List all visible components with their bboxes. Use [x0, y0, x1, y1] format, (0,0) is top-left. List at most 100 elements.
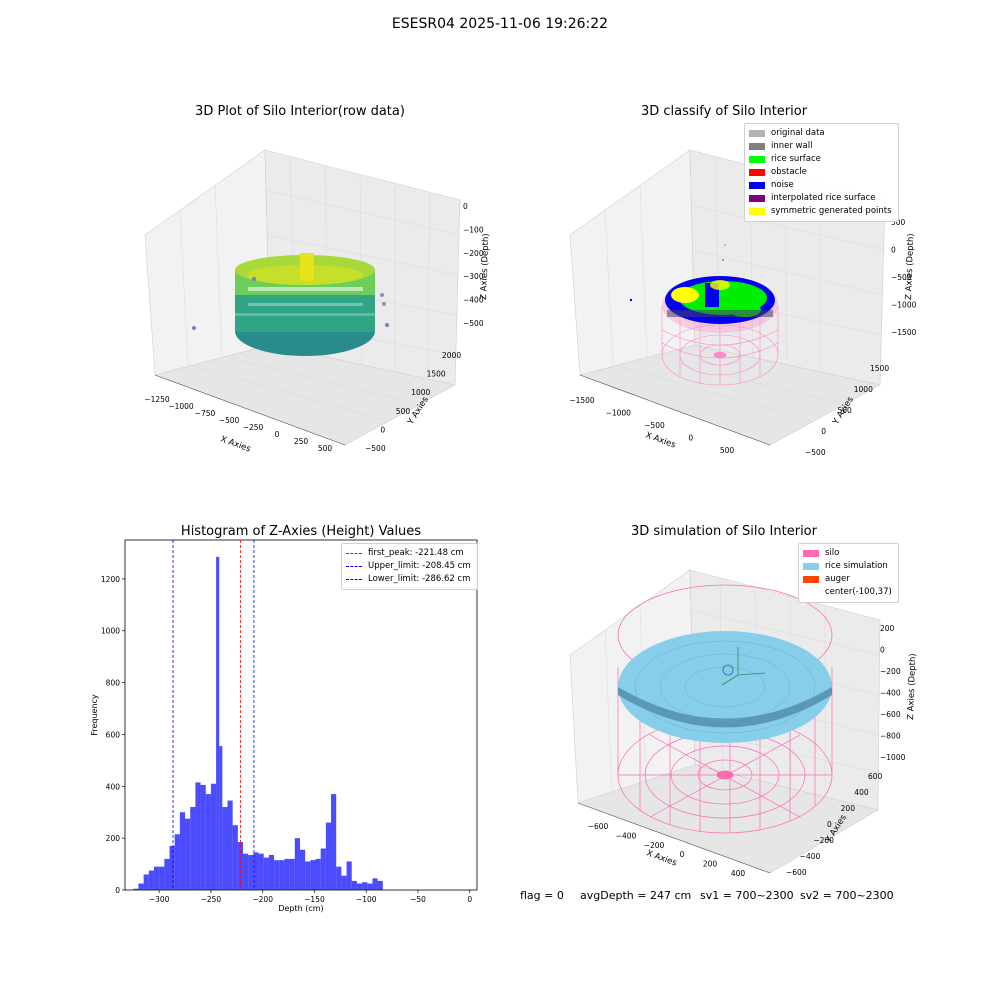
histogram-bar-5	[159, 866, 165, 890]
histogram-bar-28	[274, 860, 280, 890]
histogram-ytick-label-5: 1000	[101, 627, 120, 636]
histogram-bar-8	[174, 834, 180, 890]
histogram-xtick-label-6: 0	[467, 895, 472, 904]
classify-panel-title: 3D classify of Silo Interior	[640, 104, 808, 119]
classify-xtick-label-4: 500	[720, 446, 735, 455]
histogram-bar-42	[346, 861, 352, 890]
raw-zticks: 0 −100 −200 −300 −400 −500	[463, 202, 484, 328]
histogram-xticks: −300 −250 −200 −150 −100 −50 0	[149, 890, 472, 904]
raw-xtick-label-6: 250	[294, 437, 309, 446]
legend-label: Lower_limit: -286.62 cm	[368, 574, 471, 584]
simulation-panel-title: 3D simulation of Silo Interior	[631, 524, 817, 539]
classify-3d-plot: −1500 −1000 −500 0 500 X Axies −500 0 500 1000 1…	[569, 149, 917, 457]
classify-z-axis: 500 0 −500 −1000 −1500 Z Axies (Depth)	[891, 218, 917, 337]
classify-yticks: −500 0 500 1000 1500	[805, 364, 889, 457]
legend-swatch	[749, 195, 765, 202]
histogram-ytick-label-2: 400	[106, 782, 121, 791]
histogram-xtick-label-5: −50	[410, 895, 426, 904]
simulation-ztick-label-4: −600	[880, 710, 901, 719]
histogram-bar-1	[138, 883, 144, 890]
histogram-bar-38	[325, 822, 332, 890]
classify-ytick-label-0: −500	[805, 448, 826, 457]
histogram-y-label: Frequency	[90, 694, 99, 736]
legend-swatch	[803, 563, 819, 570]
raw-ytick-label-0: −500	[365, 444, 386, 453]
histogram-yticks: 0 200 400 600 800 1000 1200	[101, 575, 125, 895]
histogram-bar-18	[222, 807, 228, 890]
histogram-bar-44	[356, 883, 363, 890]
histogram-bar-11	[190, 807, 196, 890]
simulation-xtick-label-3: 0	[680, 850, 685, 859]
histogram-bar-25	[258, 853, 264, 890]
histogram-xtick-label-4: −100	[356, 895, 377, 904]
simulation-xticks: −600 −400 −200 0 200 400	[588, 822, 746, 878]
histogram-xtick-label-2: −200	[252, 895, 273, 904]
histogram-vlines	[172, 540, 255, 890]
histogram-bar-48	[377, 880, 383, 890]
classify-xtick-label-1: −1000	[606, 409, 632, 418]
raw-ytick-label-5: 2000	[442, 351, 461, 360]
histogram-bar-30	[284, 858, 290, 890]
histogram-legend-item-0: first_peak: -221.48 cm	[346, 547, 471, 560]
histogram-ytick-label-6: 1200	[101, 575, 120, 584]
footer-sv2: sv2 = 700~2300	[800, 889, 894, 902]
legend-swatch	[749, 208, 765, 215]
simulation-x-label: X Axies	[645, 848, 678, 868]
histogram-xtick-label-0: −300	[149, 895, 170, 904]
raw-xtick-label-0: −1250	[144, 395, 170, 404]
classify-legend-item-3: obstacle	[749, 166, 892, 179]
simulation-legend-item-0: silo	[803, 547, 892, 560]
histogram-bar-39	[331, 794, 337, 890]
simulation-xtick-label-4: 200	[703, 860, 718, 869]
simulation-xtick-label-0: −600	[588, 822, 609, 831]
histogram-bar-12	[195, 782, 201, 890]
classify-z-label: Z Axies (Depth)	[904, 233, 916, 300]
simulation-yticks: −600 −400 −200 0 200 400 600	[786, 772, 883, 877]
raw-panel-title: 3D Plot of Silo Interior(row data)	[195, 104, 405, 119]
raw-xtick-label-7: 500	[318, 444, 333, 453]
histogram-bar-22	[243, 853, 249, 890]
classify-ztick-label-2: −500	[891, 273, 912, 282]
simulation-xtick-label-1: −400	[616, 831, 637, 840]
histogram-bar-20	[232, 825, 238, 890]
raw-yticks: −500 0 500 1000 1500 2000	[365, 351, 461, 453]
legend-swatch	[803, 576, 819, 583]
raw-xtick-label-3: −500	[219, 416, 240, 425]
footer-sv1: sv1 = 700~2300	[700, 889, 794, 902]
classify-legend-item-0: original data	[749, 127, 892, 140]
histogram-bar-17	[219, 746, 223, 890]
histogram-bar-19	[227, 800, 233, 890]
simulation-legend-item-3: center(-100,37)	[803, 586, 892, 599]
raw-ytick-label-1: 0	[380, 425, 385, 434]
histogram-bar-29	[279, 860, 285, 890]
histogram-bar-15	[210, 783, 217, 890]
histogram-legend-item-2: Lower_limit: -286.62 cm	[346, 573, 471, 586]
classify-xtick-label-2: −500	[644, 421, 665, 430]
legend-label: obstacle	[771, 167, 807, 177]
legend-label: Upper_limit: -208.45 cm	[368, 561, 471, 571]
histogram-bar-47	[372, 878, 378, 890]
classify-xtick-label-0: −1500	[569, 396, 595, 405]
histogram-bar-43	[351, 880, 357, 890]
histogram-bar-27	[268, 855, 275, 890]
histogram-bar-31	[289, 858, 295, 890]
classify-ztick-label-1: 0	[891, 246, 896, 255]
histogram-bar-46	[367, 883, 373, 890]
classify-zticks: 500 0 −500 −1000 −1500	[891, 218, 917, 337]
simulation-ztick-label-6: −1000	[880, 753, 906, 762]
simulation-ztick-label-2: −200	[880, 667, 901, 676]
histogram-bar-6	[164, 858, 170, 890]
histogram-bar-34	[305, 861, 311, 890]
simulation-ztick-label-0: 200	[880, 624, 895, 633]
histogram-ytick-label-0: 0	[115, 886, 120, 895]
histogram-ytick-label-1: 200	[106, 834, 121, 843]
legend-label: interpolated rice surface	[771, 193, 876, 203]
footer-flag: flag = 0	[520, 889, 564, 902]
simulation-xtick-label-5: 400	[731, 869, 746, 878]
raw-xticks: −1250−1000−750−500−250 0 250 500	[144, 395, 332, 453]
histogram-bar-36	[315, 858, 321, 890]
raw-xtick-label-5: 0	[275, 430, 280, 439]
footer-avg-depth: avgDepth = 247 cm	[580, 889, 692, 902]
simulation-xtick-label-2: −200	[644, 841, 665, 850]
legend-label: rice simulation	[825, 561, 888, 571]
